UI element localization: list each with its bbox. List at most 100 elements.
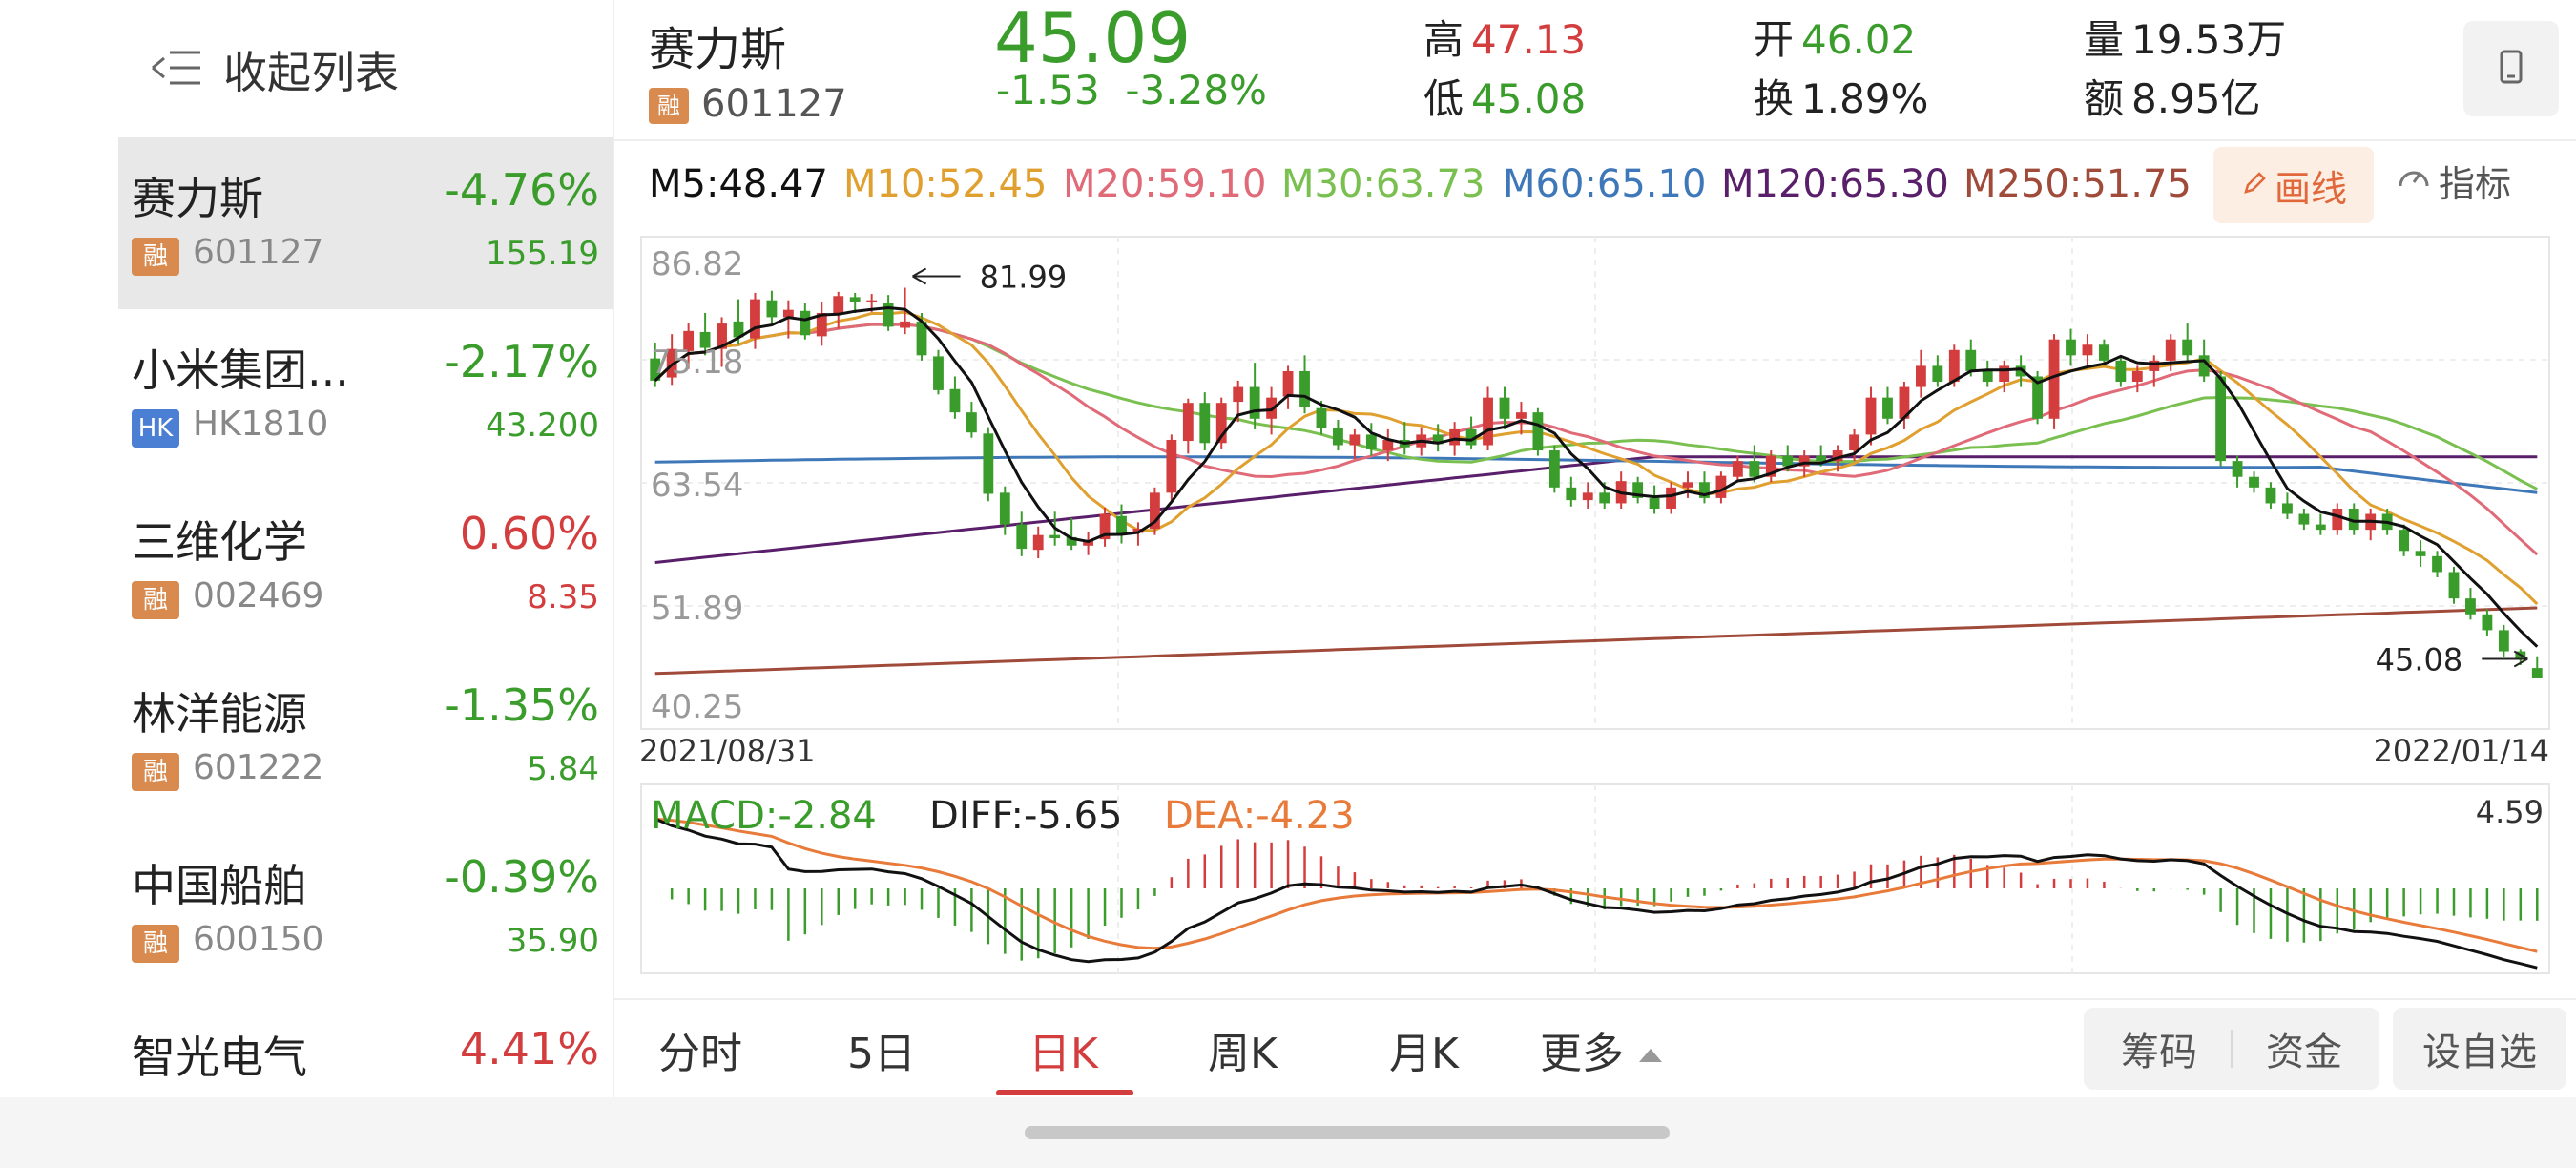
candle-body: [2232, 461, 2243, 477]
min-price-label: 45.08: [2376, 641, 2463, 678]
macd-top-value: 4.59: [2476, 794, 2544, 830]
draw-line-button[interactable]: 画线: [2213, 147, 2374, 223]
candle-body: [2048, 339, 2060, 419]
ma30-line: [654, 323, 2538, 490]
volume-label: 量: [2084, 16, 2125, 63]
high-label: 高: [1423, 16, 1465, 63]
add-watchlist-button[interactable]: 设自选: [2393, 1008, 2566, 1090]
landscape-toggle-button[interactable]: [2463, 21, 2559, 116]
tab-monthly-k[interactable]: 月K: [1389, 1030, 1459, 1078]
candle-body: [1548, 450, 1560, 488]
candle-body: [1199, 403, 1211, 444]
candle-body: [2131, 370, 2143, 383]
candle-body: [1282, 370, 1294, 397]
open-label: 开: [1754, 16, 1795, 63]
candle-body: [1982, 370, 1993, 383]
candle-body: [2099, 344, 2109, 361]
watchlist-change-percent: 0.60%: [459, 508, 599, 559]
tab-daily-k[interactable]: 日K: [1028, 1030, 1098, 1078]
kline-chart[interactable]: 86.82 75.18 63.54 51.89 40.25 2021/08/31 2022/…: [0, 0, 2576, 1012]
candle-body: [999, 492, 1010, 525]
candle-body: [1499, 397, 1510, 419]
candle-body: [2415, 551, 2426, 556]
y-tick-label: 40.25: [651, 688, 743, 726]
chip-distribution-button[interactable]: 筹码: [2121, 1031, 2197, 1074]
candle-body: [717, 323, 727, 349]
margin-tag: 融: [649, 88, 689, 124]
collapse-list-button[interactable]: 收起列表: [149, 36, 399, 103]
watchlist-change-percent: -0.39%: [444, 851, 599, 903]
watchlist-item[interactable]: 赛力斯 -4.76% 融 601127 155.19: [118, 137, 613, 309]
tab-intraday[interactable]: 分时: [658, 1030, 742, 1078]
candle-body: [2498, 630, 2509, 652]
candle-body: [1932, 365, 1943, 383]
tab-5day[interactable]: 5日: [847, 1030, 916, 1078]
high-value: 47.13: [1471, 16, 1587, 63]
candle-body: [900, 321, 910, 328]
candle-body: [1965, 349, 1977, 371]
candle-body: [2066, 339, 2076, 356]
watchlist-price: 8.35: [527, 578, 599, 616]
candle-body: [1749, 461, 1760, 477]
ma120-label: M120:65.30: [1721, 162, 1949, 206]
low-value: 45.08: [1471, 75, 1587, 122]
open-value: 46.02: [1801, 16, 1917, 63]
ma5-line: [654, 305, 2539, 648]
candle-body: [683, 330, 695, 351]
candle-body: [750, 299, 760, 339]
ma250-label: M250:51.75: [1963, 162, 2192, 206]
candle-body: [1532, 412, 1544, 451]
tab-weekly-k[interactable]: 周K: [1208, 1030, 1278, 1078]
candle-body: [1299, 370, 1310, 407]
max-marker-arrowhead: [912, 267, 927, 285]
diff-value-label: DIFF:-5.65: [929, 794, 1122, 838]
candle-body: [2298, 513, 2310, 525]
gauge-icon: [2395, 159, 2433, 202]
candle-body: [2115, 360, 2127, 383]
candle-body: [1649, 497, 1660, 509]
candle-body: [1632, 482, 1644, 498]
active-tab-indicator: [996, 1090, 1133, 1095]
home-indicator[interactable]: [1025, 1126, 1670, 1139]
last-price: 45.09: [994, 0, 1192, 78]
candle-body: [1465, 428, 1477, 446]
open-stat: 开 46.02: [1754, 8, 1916, 66]
watchlist-item[interactable]: 中国船舶 -0.39% 融 600150 35.90: [118, 824, 613, 996]
candle-body: [2531, 668, 2543, 678]
watchlist-stock-name: 林洋能源: [132, 688, 307, 740]
indicator-button[interactable]: 指标: [2395, 155, 2511, 207]
watchlist-item[interactable]: 小米集团... -2.17% HK HK1810 43.200: [118, 309, 613, 481]
candle-body: [1032, 534, 1044, 551]
candle-body: [1865, 397, 1877, 435]
candle-body: [1832, 450, 1843, 462]
y-tick-label: 75.18: [651, 344, 743, 382]
watchlist-item[interactable]: 林洋能源 -1.35% 融 601222 5.84: [118, 653, 613, 824]
collapse-list-label: 收起列表: [223, 47, 399, 98]
watchlist-item[interactable]: 智光电气 4.41%: [118, 996, 613, 1097]
ma250-line: [654, 606, 2538, 676]
watchlist-change-percent: 4.41%: [459, 1023, 599, 1074]
candle-body: [2448, 572, 2460, 599]
ma10-line: [654, 310, 2539, 606]
candle-body: [2332, 508, 2343, 531]
fund-flow-button[interactable]: 资金: [2266, 1031, 2342, 1074]
indicator-label: 指标: [2439, 163, 2512, 205]
more-label: 更多: [1540, 1030, 1624, 1078]
watchlist-change-percent: -4.76%: [444, 164, 599, 216]
tab-more[interactable]: 更多: [1540, 1019, 1664, 1080]
high-stat: 高 47.13: [1423, 8, 1586, 66]
candle-body: [1899, 386, 1910, 419]
pencil-icon: [2240, 164, 2269, 206]
stock-code: 601127: [701, 82, 847, 126]
turnover-label: 换: [1754, 75, 1795, 122]
candle-body: [1016, 524, 1028, 550]
watchlist-stock-code: 601222: [193, 748, 324, 787]
candle-body: [2082, 344, 2093, 356]
candle-body: [1849, 434, 1859, 451]
candle-body: [1798, 455, 1810, 467]
x-start-date-label: 2021/08/31: [639, 733, 815, 769]
candle-body: [933, 356, 944, 390]
watchlist-item[interactable]: 三维化学 0.60% 融 002469 8.35: [118, 481, 613, 653]
candle-body: [2215, 376, 2227, 462]
candle-body: [1566, 487, 1577, 501]
